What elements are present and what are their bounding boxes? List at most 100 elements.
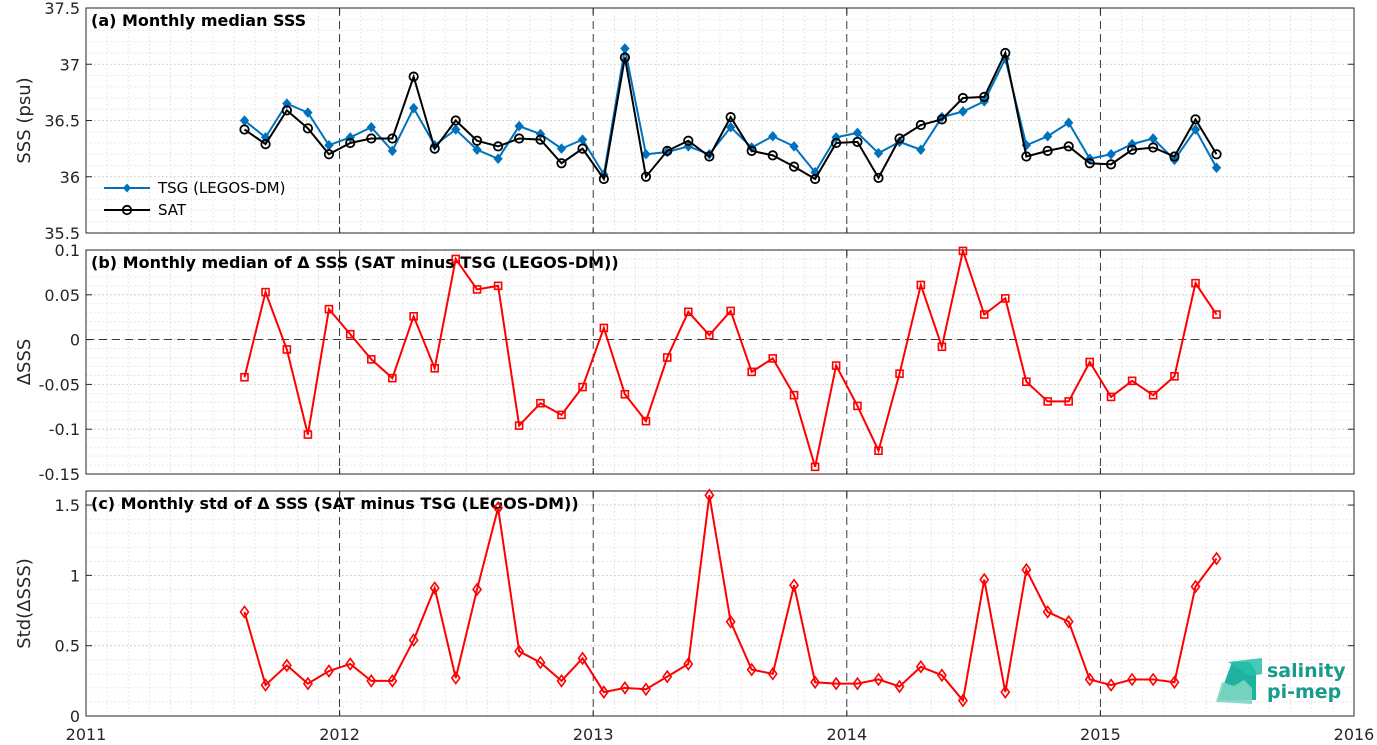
y-tick-label: -0.1	[49, 420, 80, 439]
data-point	[957, 92, 969, 104]
data-point	[599, 323, 609, 333]
logo-line2: pi-mep	[1267, 681, 1341, 703]
data-point	[683, 307, 693, 317]
data-point	[345, 657, 356, 671]
data-point	[1043, 397, 1052, 406]
y-tick-label: 1.5	[55, 496, 80, 515]
panel-a-monthly-median-sss: 35.5 36 36.5 37 37.5 SSS (psu) (a) Monthly med…	[14, 0, 1355, 243]
data-point	[1085, 357, 1095, 367]
data-point	[577, 143, 588, 154]
data-point	[387, 133, 398, 144]
data-point	[493, 153, 503, 165]
data-point	[239, 605, 250, 619]
data-point	[705, 330, 714, 340]
series-0	[239, 488, 1222, 708]
data-point	[472, 144, 482, 156]
legend-marker	[121, 204, 133, 216]
data-point	[451, 124, 461, 135]
panel-b-median-delta-sss: -0.15 -0.1 -0.05 0 0.05 0.1 ΔSSS (b) Monthly me…	[14, 241, 1355, 484]
data-point	[1148, 390, 1158, 400]
data-point	[409, 312, 418, 321]
data-point	[451, 254, 461, 264]
data-point	[747, 367, 757, 377]
data-point	[557, 410, 566, 420]
data-point	[1212, 310, 1221, 319]
panel-title: (a) Monthly median SSS	[91, 11, 306, 30]
x-tick-label: 2012	[319, 725, 360, 744]
data-point	[260, 678, 271, 692]
data-point	[1042, 130, 1053, 142]
data-point	[789, 390, 799, 400]
y-tick-label: 36.5	[44, 112, 80, 131]
data-point	[683, 657, 694, 671]
data-point	[1211, 551, 1222, 566]
data-point	[767, 666, 778, 681]
data-point	[1190, 579, 1201, 594]
data-point	[640, 682, 651, 697]
data-point	[472, 285, 482, 294]
data-point	[323, 149, 335, 160]
data-point	[535, 655, 546, 670]
data-point	[853, 401, 862, 411]
y-tick-label: 0	[70, 707, 80, 726]
data-point	[1170, 372, 1179, 381]
data-point	[578, 382, 587, 392]
data-point	[957, 693, 968, 708]
y-tick-label: 37.5	[44, 0, 80, 18]
data-point	[260, 139, 271, 150]
data-point	[1042, 605, 1053, 619]
data-point	[493, 501, 504, 515]
panel-c-std-delta-sss: 0 0.5 1 1.5 2011 2012 2013 2014 2015 2016 Std(ΔSSS…	[14, 488, 1374, 744]
data-point	[704, 151, 715, 162]
data-point	[1063, 614, 1074, 629]
data-point	[662, 669, 673, 684]
axes-frame	[85, 249, 1355, 475]
data-point	[1063, 141, 1074, 152]
data-point	[852, 676, 863, 691]
data-point	[429, 143, 440, 154]
data-point	[535, 134, 546, 145]
data-point	[936, 114, 948, 125]
data-point	[1064, 117, 1074, 129]
data-point	[619, 681, 630, 695]
data-point	[979, 91, 990, 102]
data-point	[514, 120, 524, 132]
y-tick-label: 0.05	[44, 286, 80, 305]
salinity-pi-mep-logo: salinity pi-mep	[1216, 658, 1346, 704]
data-point	[1000, 685, 1011, 699]
data-point	[662, 145, 673, 156]
data-point	[472, 582, 483, 597]
data-point	[1084, 158, 1095, 169]
data-point	[366, 133, 377, 144]
data-point	[1127, 144, 1138, 155]
data-point	[894, 133, 905, 144]
y-axis-label: SSS (psu)	[14, 77, 35, 163]
data-point	[430, 363, 440, 373]
y-axis: 0 0.5 1 1.5	[55, 496, 1354, 726]
data-point	[598, 685, 609, 699]
data-point	[767, 150, 778, 161]
logo-wave-front-icon	[1216, 680, 1252, 704]
series-line	[243, 247, 1218, 468]
data-point	[408, 71, 419, 82]
data-point	[1042, 145, 1053, 156]
data-point	[662, 353, 672, 362]
y-axis-label: Std(ΔSSS)	[14, 558, 35, 649]
series-line	[243, 495, 1218, 703]
data-point	[979, 572, 990, 587]
data-point	[1211, 149, 1222, 160]
y-axis: 35.5 36 36.5 37 37.5	[44, 0, 1354, 243]
data-point	[641, 148, 651, 160]
data-point	[324, 304, 334, 314]
y-tick-label: -0.05	[39, 375, 80, 394]
x-tick-label: 2014	[826, 725, 867, 744]
data-point	[1084, 672, 1095, 687]
data-point	[1191, 278, 1200, 288]
data-point	[683, 135, 694, 146]
panel-title: (b) Monthly median of Δ SSS (SAT minus T…	[91, 253, 619, 272]
data-point	[303, 107, 313, 118]
data-point	[768, 130, 778, 142]
data-point	[1190, 114, 1201, 125]
data-point	[408, 102, 419, 114]
data-point	[726, 306, 735, 316]
